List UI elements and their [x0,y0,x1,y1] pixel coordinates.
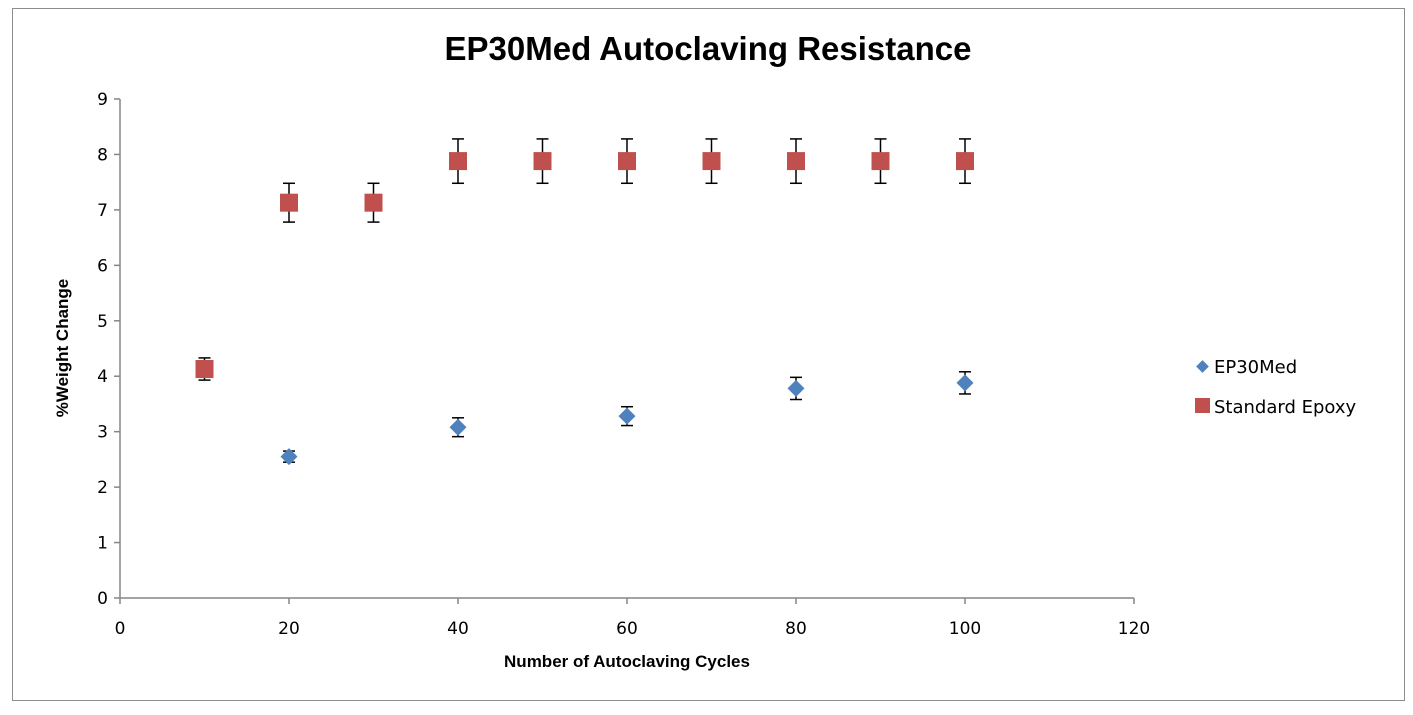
data-point [956,152,974,170]
data-point [534,152,552,170]
x-tick-label: 80 [785,619,807,639]
y-tick-label: 3 [97,423,108,443]
x-tick-label: 60 [616,619,638,639]
y-axis-label: %Weight Change [53,279,72,418]
data-point [365,194,383,212]
chart-plot: EP30Med Autoclaving Resistance 0 1 2 3 4 5 6 7 8… [0,0,1413,715]
x-tick-label: 0 [115,619,126,639]
y-tick-label: 6 [97,256,108,276]
legend: EP30Med Standard Epoxy [1195,357,1357,418]
data-point [872,152,890,170]
y-tick-label: 7 [97,201,108,221]
series-ep30med [281,372,974,465]
data-point [450,419,467,436]
data-point [618,152,636,170]
y-axis-ticks: 0 1 2 3 4 5 6 7 8 9 [97,90,120,609]
y-tick-label: 0 [97,589,108,609]
data-point [703,152,721,170]
x-tick-label: 40 [447,619,469,639]
data-point [619,408,636,425]
legend-label-standard-epoxy: Standard Epoxy [1214,397,1357,418]
y-tick-label: 4 [97,367,108,387]
x-tick-label: 20 [278,619,300,639]
axes: 0 1 2 3 4 5 6 7 8 9 0 20 40 60 80 100 120 [97,90,1150,639]
x-axis-ticks: 0 20 40 60 80 100 120 [115,598,1151,639]
chart-title: EP30Med Autoclaving Resistance [445,30,972,67]
y-tick-label: 9 [97,90,108,110]
legend-item-ep30med: EP30Med [1196,357,1297,378]
data-point [787,152,805,170]
y-tick-label: 2 [97,478,108,498]
x-axis-label: Number of Autoclaving Cycles [504,652,750,671]
data-point [280,194,298,212]
data-point [957,374,974,391]
x-tick-label: 100 [949,619,981,639]
legend-marker-standard-epoxy [1195,398,1210,413]
legend-marker-ep30med [1196,360,1209,373]
data-point [449,152,467,170]
y-tick-label: 8 [97,145,108,165]
y-tick-label: 1 [97,534,108,554]
series-layer [196,139,975,465]
y-tick-label: 5 [97,312,108,332]
x-tick-label: 120 [1118,619,1150,639]
data-point [788,380,805,397]
legend-item-standard-epoxy: Standard Epoxy [1195,397,1357,418]
series-standard-epoxy [196,139,975,380]
data-point [196,360,214,378]
legend-label-ep30med: EP30Med [1214,357,1297,378]
